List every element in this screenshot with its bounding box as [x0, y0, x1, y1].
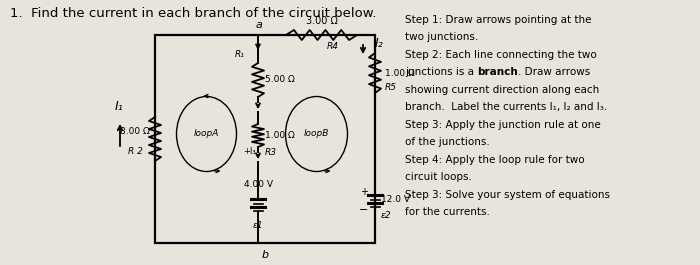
Text: I₂: I₂	[375, 38, 384, 51]
Text: Step 1: Draw arrows pointing at the: Step 1: Draw arrows pointing at the	[405, 15, 592, 25]
Text: Step 4: Apply the loop rule for two: Step 4: Apply the loop rule for two	[405, 155, 584, 165]
Text: R 2: R 2	[127, 148, 142, 157]
Text: 12.0 V: 12.0 V	[381, 196, 410, 205]
Text: circuit loops.: circuit loops.	[405, 173, 472, 183]
Text: . Draw arrows: . Draw arrows	[518, 68, 590, 77]
Text: Step 3: Apply the junction rule at one: Step 3: Apply the junction rule at one	[405, 120, 601, 130]
Text: 1.  Find the current in each branch of the circuit below.: 1. Find the current in each branch of th…	[10, 7, 377, 20]
Text: 4.00 V: 4.00 V	[244, 180, 272, 189]
Text: 1.00 Ω: 1.00 Ω	[265, 131, 295, 140]
Text: R₁: R₁	[235, 50, 245, 59]
Text: loopA: loopA	[194, 130, 219, 139]
Text: branch: branch	[477, 68, 518, 77]
Text: R3: R3	[265, 148, 277, 157]
Text: two junctions.: two junctions.	[405, 33, 478, 42]
Text: a: a	[256, 20, 262, 30]
Text: 3.00 Ω: 3.00 Ω	[306, 16, 337, 26]
Text: 1.00 Ω: 1.00 Ω	[385, 68, 414, 77]
Text: −: −	[359, 205, 369, 215]
Text: +: +	[360, 187, 368, 197]
Text: Step 3: Solve your system of equations: Step 3: Solve your system of equations	[405, 190, 610, 200]
Text: b: b	[261, 250, 269, 260]
Text: for the currents.: for the currents.	[405, 207, 490, 218]
Text: of the junctions.: of the junctions.	[405, 138, 490, 148]
Text: Step 2: Each line connecting the two: Step 2: Each line connecting the two	[405, 50, 596, 60]
Text: I₁: I₁	[115, 100, 123, 113]
Text: ε2: ε2	[381, 210, 391, 219]
Text: loopB: loopB	[304, 130, 329, 139]
Text: R4: R4	[326, 42, 339, 51]
Text: 8.00 Ω: 8.00 Ω	[120, 127, 150, 136]
Text: R5: R5	[385, 83, 397, 92]
Text: +I₃: +I₃	[244, 147, 256, 156]
Text: ε1: ε1	[253, 221, 263, 230]
Text: 5.00 Ω: 5.00 Ω	[265, 76, 295, 85]
Bar	[155, 35, 375, 243]
Text: junctions is a: junctions is a	[405, 68, 477, 77]
Text: showing current direction along each: showing current direction along each	[405, 85, 599, 95]
Text: branch.  Label the currents I₁, I₂ and I₃.: branch. Label the currents I₁, I₂ and I₃…	[405, 103, 608, 113]
